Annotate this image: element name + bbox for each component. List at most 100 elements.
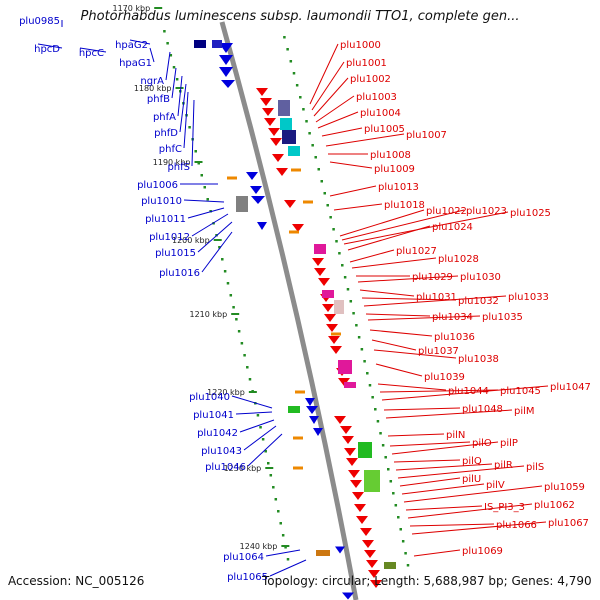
ring-dot [394,504,398,507]
ring-dot [289,60,293,63]
ring-dot [269,474,273,477]
right-gene-label: plu1033 [508,292,549,303]
kbp-tick-label: 1180 kbp [134,84,172,93]
gene-block [236,196,248,212]
gene-block [288,146,300,156]
leader-line [341,209,465,241]
leader-line [79,47,107,53]
right-gene-label: plu1002 [350,74,391,85]
gene-block [278,100,290,116]
ring-dot [329,216,332,219]
leader-line [395,463,493,471]
right-gene-label: plu1007 [406,130,447,141]
ring-dot [349,300,353,303]
left-gene-label: plu1011 [145,214,186,225]
kbp-tick-label: 1220 kbp [207,388,245,397]
ring-dot [279,522,282,525]
ring-dot [223,270,227,273]
leader-line [247,433,283,467]
gene-arrow-plus [276,168,288,176]
gene-arrow-plus [356,516,368,524]
leader-line [265,549,301,557]
ring-dot [371,396,374,399]
gene-arrow-plus [322,304,334,312]
ring-dot [292,72,296,75]
gene-block [364,470,380,492]
right-gene-label: plu1047 [550,382,591,393]
gene-arrow-plus [284,200,296,208]
ring-dot [335,240,338,243]
leader-line [313,77,349,117]
right-gene-label: plu1038 [458,354,499,365]
ring-dot [274,498,278,501]
gene-arrow-minus [313,428,323,436]
ring-dot [332,228,335,231]
right-gene-label: plu1000 [340,40,381,51]
gene-arrow-plus [268,128,280,136]
ring-dot [314,156,317,159]
backbone [219,21,359,600]
ring-dot [246,366,249,369]
right-gene-label: plu1069 [462,546,503,557]
right-gene-label: plu1031 [416,292,457,303]
ring-dot [305,120,308,123]
leader-line [365,313,431,317]
left-gene-label: plu1046 [205,462,246,473]
leader-line [339,209,425,237]
left-gene-label: hpcC [79,48,104,59]
gene-arrow-minus [257,222,267,230]
ring-dot [357,336,361,339]
ring-dot [341,264,344,267]
ring-dot [272,486,275,489]
gene-arrow-minus [342,592,354,600]
right-gene-label: plu1048 [462,404,503,415]
left-gene-label: plu1012 [149,232,190,243]
gene-arrow-plus [354,504,366,512]
left-gene-label: phfB [147,94,170,105]
left-gene-label: plu1043 [201,446,242,457]
leader-line [269,559,307,577]
gene-arrow-minus [251,196,265,204]
gene-arrow-minus [305,398,315,406]
ring-dot [229,294,233,297]
leader-line [401,483,485,495]
right-gene-label: pilQ [462,456,482,467]
gene-block [334,300,344,314]
right-gene-label: plu1066 [496,520,537,531]
gene-arrow-plus [364,550,376,558]
gene-block [212,40,222,48]
ring-dot [251,390,254,393]
gene-arrow-plus [256,88,268,96]
right-gene-label: pilR [494,460,513,471]
ring-dot [256,414,260,417]
gene-arrow-minus [309,416,319,424]
right-gene-label: plu1036 [434,332,475,343]
ring-dot [240,342,244,345]
leader-line [379,389,499,393]
gene-block [322,290,334,298]
gene-features [194,40,396,600]
ring-dot [368,384,372,387]
ring-dot [317,168,320,171]
right-gene-label: plu1062 [534,500,575,511]
ring-dot [376,420,380,423]
leader-line [397,465,525,479]
ring-dot [286,558,290,561]
leader-line [179,83,187,133]
ring-dot [237,330,241,333]
gene-arrow-plus [350,480,362,488]
leader-line [403,485,543,503]
gene-arrow-plus [334,416,346,424]
leader-line [373,349,457,359]
right-gene-label: pilM [514,406,535,417]
leader-line [197,221,233,253]
leader-line [333,203,383,211]
leader-line [413,549,461,557]
gene-arrow-plus [260,98,272,106]
ring-dot [218,246,221,249]
left-gene-label: plu1016 [159,268,200,279]
ring-dot [264,450,267,453]
right-gene-label: plu1039 [424,372,465,383]
right-gene-label: plu1027 [396,246,437,257]
